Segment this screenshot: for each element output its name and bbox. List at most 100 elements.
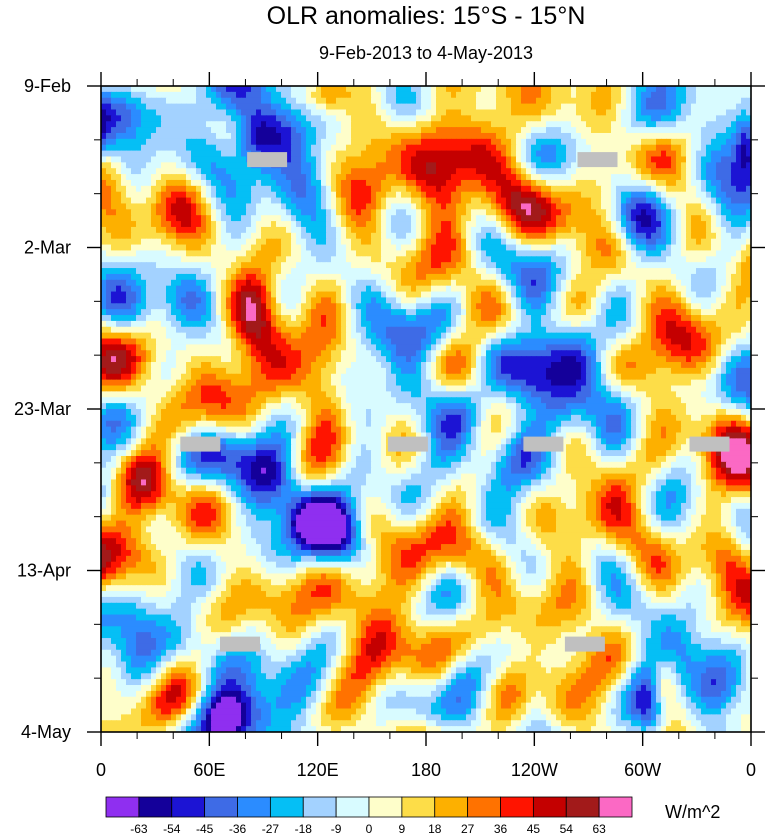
- field-cell: [191, 144, 197, 152]
- field-cell: [111, 86, 117, 93]
- field-cell: [281, 303, 287, 310]
- field-cell: [391, 215, 397, 222]
- field-cell: [536, 162, 542, 169]
- field-cell: [586, 127, 592, 134]
- field-cell: [531, 250, 537, 257]
- field-cell: [341, 144, 347, 152]
- field-cell: [656, 144, 662, 152]
- field-cell: [276, 203, 282, 210]
- field-cell: [206, 244, 212, 252]
- field-cell: [281, 97, 287, 105]
- field-cell: [316, 197, 322, 205]
- field-cell: [466, 279, 472, 287]
- field-cell: [481, 168, 487, 175]
- field-cell: [506, 150, 512, 158]
- field-cell: [401, 144, 407, 152]
- field-cell: [711, 291, 717, 299]
- field-cell: [196, 250, 202, 257]
- field-cell: [346, 244, 352, 252]
- field-cell: [581, 226, 587, 234]
- field-cell: [246, 244, 252, 252]
- field-cell: [726, 268, 732, 275]
- field-cell: [376, 197, 382, 205]
- field-cell: [296, 97, 302, 105]
- field-cell: [576, 127, 582, 134]
- field-cell: [511, 179, 517, 187]
- field-cell: [346, 232, 352, 240]
- field-cell: [406, 238, 412, 246]
- field-cell: [746, 150, 751, 158]
- field-cell: [256, 273, 262, 281]
- field-cell: [706, 144, 712, 152]
- field-cell: [106, 109, 112, 116]
- field-cell: [286, 203, 292, 210]
- field-cell: [121, 109, 127, 116]
- field-cell: [166, 197, 172, 205]
- field-cell: [101, 197, 107, 205]
- field-cell: [291, 121, 297, 128]
- field-cell: [456, 86, 462, 93]
- field-cell: [366, 303, 372, 310]
- field-cell: [386, 91, 392, 99]
- field-cell: [736, 256, 742, 263]
- field-cell: [246, 285, 252, 293]
- field-cell: [241, 203, 247, 210]
- field-cell: [741, 86, 747, 93]
- field-cell: [556, 91, 562, 99]
- field-cell: [741, 232, 747, 240]
- field-cell: [676, 103, 682, 111]
- field-cell: [536, 221, 542, 228]
- field-cell: [446, 103, 452, 111]
- field-cell: [336, 273, 342, 281]
- field-cell: [146, 209, 152, 216]
- field-cell: [111, 91, 117, 99]
- field-cell: [601, 103, 607, 111]
- field-cell: [511, 191, 517, 199]
- field-cell: [116, 197, 122, 205]
- field-cell: [511, 156, 517, 163]
- field-cell: [351, 127, 357, 134]
- field-cell: [651, 91, 657, 99]
- field-cell: [611, 262, 617, 269]
- field-cell: [211, 174, 217, 181]
- field-cell: [331, 297, 337, 304]
- field-cell: [266, 250, 272, 257]
- field-cell: [741, 303, 747, 310]
- field-cell: [631, 226, 637, 234]
- field-cell: [241, 127, 247, 134]
- field-cell: [411, 297, 417, 304]
- field-cell: [416, 138, 422, 146]
- field-cell: [221, 162, 227, 169]
- field-cell: [536, 115, 542, 122]
- field-cell: [156, 203, 162, 210]
- field-cell: [681, 127, 687, 134]
- field-cell: [586, 86, 592, 93]
- field-cell: [151, 174, 157, 181]
- field-cell: [666, 262, 672, 269]
- field-cell: [276, 109, 282, 116]
- field-cell: [591, 232, 597, 240]
- field-cell: [151, 244, 157, 252]
- field-cell: [641, 156, 647, 163]
- field-cell: [311, 121, 317, 128]
- field-cell: [696, 226, 702, 234]
- field-cell: [571, 232, 577, 240]
- field-cell: [581, 244, 587, 252]
- field-cell: [456, 209, 462, 216]
- field-cell: [631, 273, 637, 281]
- field-cell: [461, 174, 467, 181]
- field-cell: [456, 279, 462, 287]
- field-cell: [441, 221, 447, 228]
- field-cell: [251, 232, 257, 240]
- field-cell: [271, 244, 277, 252]
- field-cell: [201, 262, 207, 269]
- field-cell: [621, 285, 627, 293]
- field-cell: [406, 291, 412, 299]
- field-cell: [501, 127, 507, 134]
- field-cell: [196, 91, 202, 99]
- field-cell: [271, 121, 277, 128]
- field-cell: [236, 127, 242, 134]
- field-cell: [236, 221, 242, 228]
- field-cell: [426, 273, 432, 281]
- field-cell: [146, 197, 152, 205]
